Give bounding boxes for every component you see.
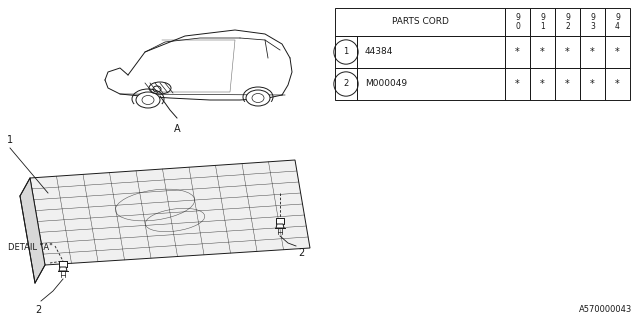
Bar xyxy=(580,8,605,36)
Text: *: * xyxy=(565,47,570,57)
Text: 1: 1 xyxy=(7,135,13,145)
Text: DETAIL "A": DETAIL "A" xyxy=(8,244,53,252)
Bar xyxy=(605,36,630,68)
FancyBboxPatch shape xyxy=(59,261,67,267)
Polygon shape xyxy=(59,267,67,271)
Bar xyxy=(357,68,505,100)
Bar xyxy=(505,8,530,36)
Text: *: * xyxy=(515,79,520,89)
Bar xyxy=(605,68,630,100)
Ellipse shape xyxy=(142,95,154,105)
Ellipse shape xyxy=(246,90,270,106)
Bar xyxy=(530,36,555,68)
Text: A570000043: A570000043 xyxy=(579,305,632,314)
Text: M000049: M000049 xyxy=(365,79,407,89)
Polygon shape xyxy=(20,178,45,283)
Bar xyxy=(605,8,630,36)
Bar xyxy=(555,68,580,100)
Ellipse shape xyxy=(136,92,160,108)
Bar xyxy=(505,68,530,100)
Bar xyxy=(335,36,357,68)
Text: *: * xyxy=(590,47,595,57)
Text: *: * xyxy=(590,79,595,89)
Text: *: * xyxy=(565,79,570,89)
Text: A: A xyxy=(173,124,180,134)
Text: 2: 2 xyxy=(298,248,304,258)
Text: 1: 1 xyxy=(344,47,349,57)
Ellipse shape xyxy=(252,93,264,102)
Bar xyxy=(530,8,555,36)
Text: PARTS CORD: PARTS CORD xyxy=(392,18,449,27)
Polygon shape xyxy=(276,224,284,228)
Bar xyxy=(555,36,580,68)
Text: 9
4: 9 4 xyxy=(615,13,620,31)
Text: 2: 2 xyxy=(344,79,349,89)
Bar xyxy=(505,36,530,68)
Bar xyxy=(580,68,605,100)
Bar xyxy=(357,36,505,68)
FancyBboxPatch shape xyxy=(276,218,284,224)
Polygon shape xyxy=(30,160,310,265)
Text: 9
1: 9 1 xyxy=(540,13,545,31)
Text: *: * xyxy=(540,47,545,57)
Bar xyxy=(580,36,605,68)
Text: 2: 2 xyxy=(35,305,41,315)
Text: 9
2: 9 2 xyxy=(565,13,570,31)
Bar xyxy=(530,68,555,100)
Text: *: * xyxy=(615,47,620,57)
Text: *: * xyxy=(615,79,620,89)
Text: 44384: 44384 xyxy=(365,47,394,57)
Text: 9
0: 9 0 xyxy=(515,13,520,31)
Bar xyxy=(555,8,580,36)
Text: *: * xyxy=(515,47,520,57)
Text: 9
3: 9 3 xyxy=(590,13,595,31)
Text: *: * xyxy=(540,79,545,89)
Bar xyxy=(335,68,357,100)
Bar xyxy=(335,8,505,36)
